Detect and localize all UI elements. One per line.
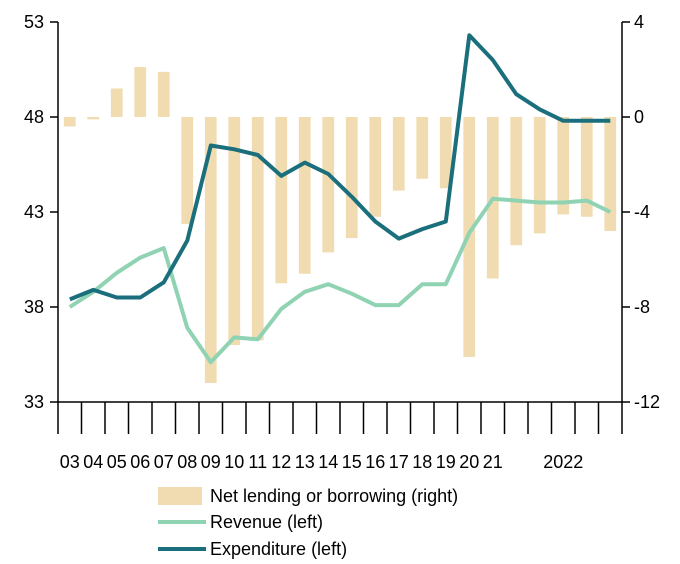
x-tick-label: 14 (318, 452, 338, 472)
bar-20 (533, 117, 546, 234)
right-tick-label: -12 (634, 392, 660, 412)
x-tick-label: 19 (436, 452, 456, 472)
bar-22 (580, 117, 593, 217)
x-tick-label: 12 (271, 452, 291, 472)
bar-1 (87, 117, 100, 120)
bar-12 (345, 117, 358, 239)
x-tick-label: 03 (60, 452, 80, 472)
bar-16 (439, 117, 452, 189)
x-tick-label: 08 (177, 452, 197, 472)
bar-6 (204, 117, 217, 383)
x-tick-label: 21 (483, 452, 503, 472)
x-tick-label: 09 (201, 452, 221, 472)
right-tick-label: -4 (634, 202, 650, 222)
bar-10 (298, 117, 311, 274)
bar-11 (322, 117, 335, 253)
bar-14 (392, 117, 405, 191)
x-tick-label: 06 (130, 452, 150, 472)
right-tick-label: 4 (634, 12, 644, 32)
bar-15 (416, 117, 429, 179)
left-tick-label: 38 (24, 297, 44, 317)
left-tick-label: 48 (24, 107, 44, 127)
x-tick-label: 10 (224, 452, 244, 472)
bar-23 (604, 117, 617, 231)
x-tick-label: 15 (342, 452, 362, 472)
x-tick-label: 07 (154, 452, 174, 472)
legend-label: Expenditure (left) (210, 539, 347, 559)
x-tick-label: 05 (107, 452, 127, 472)
line-revenue (68, 196, 612, 365)
bar-2 (110, 88, 123, 117)
line-expenditure (69, 33, 611, 302)
x-tick-label: 11 (248, 452, 267, 472)
bar-series-net-lending (63, 67, 617, 383)
left-tick-label: 43 (24, 202, 44, 222)
bar-9 (275, 117, 288, 284)
bar-5 (181, 117, 194, 224)
x-tick-label: 17 (389, 452, 409, 472)
bar-0 (63, 117, 76, 127)
bar-3 (134, 67, 147, 117)
bar-8 (251, 117, 264, 341)
left-tick-label: 33 (24, 392, 44, 412)
right-axis-ticks: -12 -8 -4 0 4 (622, 12, 660, 412)
bar-21 (557, 117, 570, 215)
left-tick-label: 53 (24, 12, 44, 32)
bar-7 (228, 117, 241, 345)
x-axis-ticks: 03 04 05 06 07 08 09 10 11 12 13 14 15 16 17 18 19 20 21 20… (57, 402, 623, 472)
bar-13 (369, 117, 382, 217)
legend-label: Revenue (left) (210, 512, 323, 532)
right-tick-label: -8 (634, 297, 650, 317)
left-axis-ticks: 33 38 43 48 53 (24, 12, 58, 412)
legend: Net lending or borrowing (right) Revenue … (158, 486, 458, 559)
x-tick-label: 2022 (543, 452, 583, 472)
x-tick-label: 04 (83, 452, 103, 472)
line-series (68, 33, 612, 365)
legend-label: Net lending or borrowing (right) (210, 486, 458, 506)
right-tick-label: 0 (634, 107, 644, 127)
x-tick-label: 16 (365, 452, 385, 472)
legend-swatch-bar (158, 487, 202, 505)
x-tick-label: 20 (459, 452, 479, 472)
x-tick-label: 13 (295, 452, 315, 472)
bar-4 (157, 71, 170, 117)
bar-19 (510, 117, 523, 246)
x-tick-label: 18 (412, 452, 432, 472)
